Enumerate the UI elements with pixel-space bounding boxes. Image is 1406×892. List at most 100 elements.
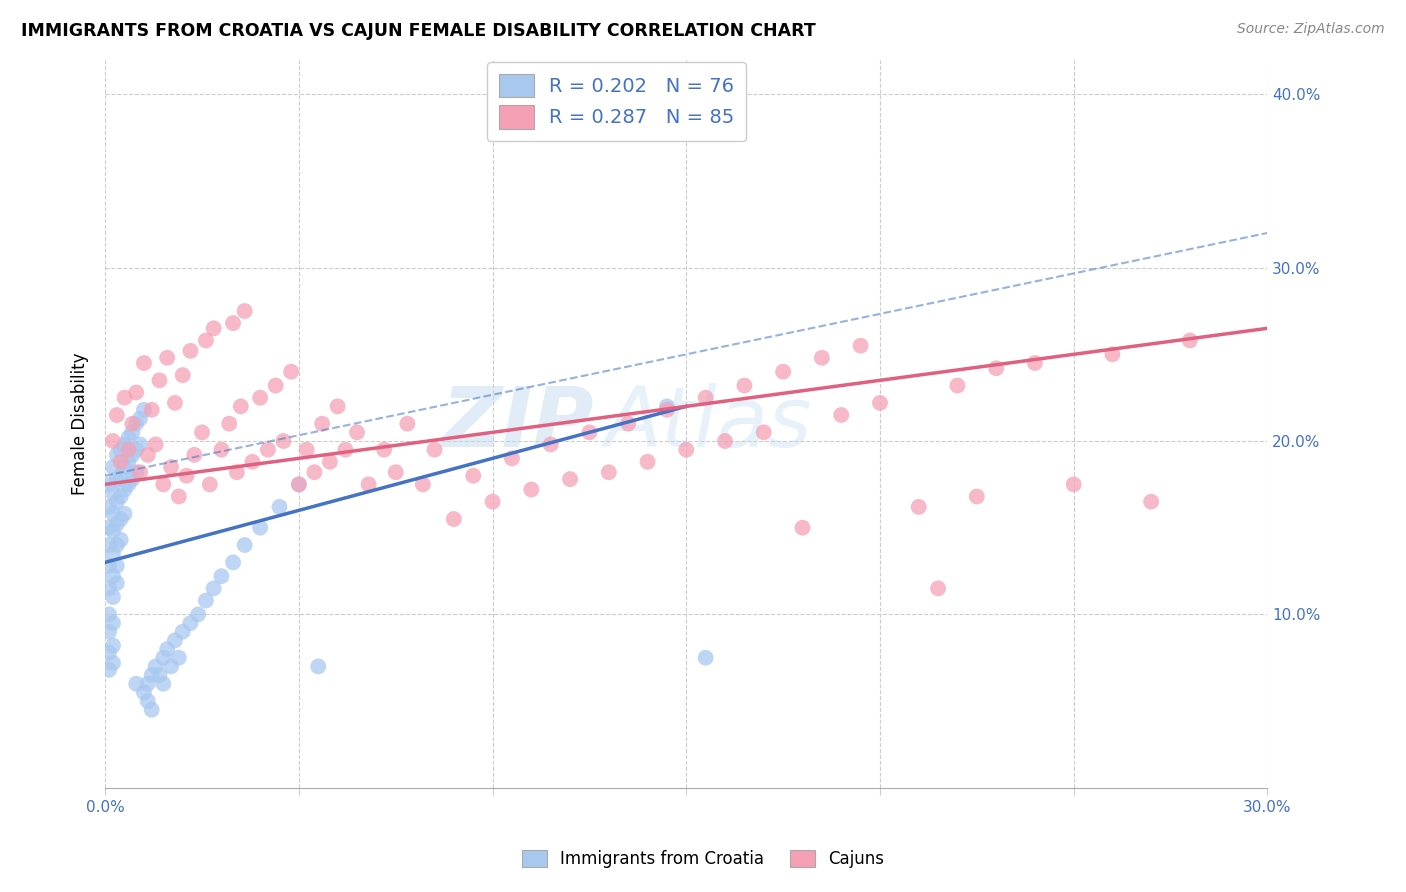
Point	[695, 391, 717, 405]
Point	[257, 442, 280, 457]
Text: ZIP: ZIP	[440, 384, 593, 464]
Point	[117, 477, 139, 491]
Point	[129, 437, 152, 451]
Point	[273, 434, 295, 448]
Point	[218, 417, 240, 431]
Point	[121, 448, 143, 462]
Point	[202, 582, 225, 596]
Point	[105, 517, 128, 532]
Point	[172, 368, 194, 383]
Point	[101, 547, 124, 561]
Point	[114, 507, 136, 521]
Point	[927, 582, 949, 596]
Point	[695, 650, 717, 665]
Point	[101, 434, 124, 448]
Point	[145, 659, 167, 673]
Point	[101, 569, 124, 583]
Point	[129, 465, 152, 479]
Point	[141, 668, 163, 682]
Point	[463, 468, 485, 483]
Point	[110, 468, 132, 483]
Point	[191, 425, 214, 440]
Point	[384, 465, 406, 479]
Point	[907, 500, 929, 514]
Point	[141, 402, 163, 417]
Legend: Immigrants from Croatia, Cajuns: Immigrants from Croatia, Cajuns	[516, 843, 890, 875]
Point	[811, 351, 834, 365]
Point	[114, 437, 136, 451]
Point	[288, 477, 311, 491]
Point	[249, 391, 271, 405]
Point	[226, 465, 249, 479]
Point	[1063, 477, 1085, 491]
Point	[222, 316, 245, 330]
Point	[152, 650, 174, 665]
Point	[233, 304, 256, 318]
Point	[179, 343, 201, 358]
Point	[136, 677, 159, 691]
Point	[121, 417, 143, 431]
Point	[136, 694, 159, 708]
Point	[98, 521, 121, 535]
Point	[1101, 347, 1123, 361]
Point	[242, 455, 264, 469]
Point	[152, 677, 174, 691]
Point	[373, 442, 395, 457]
Point	[98, 624, 121, 639]
Point	[481, 494, 503, 508]
Point	[176, 468, 198, 483]
Point	[869, 396, 891, 410]
Point	[110, 533, 132, 547]
Point	[145, 437, 167, 451]
Point	[792, 521, 814, 535]
Point	[117, 455, 139, 469]
Point	[335, 442, 357, 457]
Point	[396, 417, 419, 431]
Point	[264, 378, 287, 392]
Point	[110, 455, 132, 469]
Point	[830, 408, 852, 422]
Point	[752, 425, 775, 440]
Point	[101, 639, 124, 653]
Point	[319, 455, 342, 469]
Point	[1140, 494, 1163, 508]
Point	[714, 434, 737, 448]
Point	[655, 400, 678, 414]
Point	[269, 500, 291, 514]
Legend: R = 0.202   N = 76, R = 0.287   N = 85: R = 0.202 N = 76, R = 0.287 N = 85	[486, 62, 747, 141]
Point	[280, 365, 302, 379]
Point	[655, 402, 678, 417]
Point	[105, 494, 128, 508]
Point	[98, 582, 121, 596]
Text: IMMIGRANTS FROM CROATIA VS CAJUN FEMALE DISABILITY CORRELATION CHART: IMMIGRANTS FROM CROATIA VS CAJUN FEMALE …	[21, 22, 815, 40]
Point	[98, 663, 121, 677]
Point	[946, 378, 969, 392]
Point	[357, 477, 380, 491]
Point	[183, 448, 205, 462]
Point	[160, 659, 183, 673]
Point	[101, 656, 124, 670]
Point	[98, 646, 121, 660]
Point	[233, 538, 256, 552]
Point	[117, 431, 139, 445]
Point	[675, 442, 697, 457]
Point	[326, 400, 349, 414]
Point	[125, 677, 148, 691]
Point	[172, 624, 194, 639]
Text: Atlas: Atlas	[605, 384, 813, 464]
Point	[132, 685, 155, 699]
Point	[125, 442, 148, 457]
Point	[598, 465, 620, 479]
Point	[179, 615, 201, 630]
Point	[125, 417, 148, 431]
Point	[105, 472, 128, 486]
Point	[141, 703, 163, 717]
Point	[132, 356, 155, 370]
Point	[156, 642, 179, 657]
Point	[520, 483, 543, 497]
Point	[105, 558, 128, 573]
Point	[98, 607, 121, 622]
Point	[129, 411, 152, 425]
Point	[222, 555, 245, 569]
Point	[114, 391, 136, 405]
